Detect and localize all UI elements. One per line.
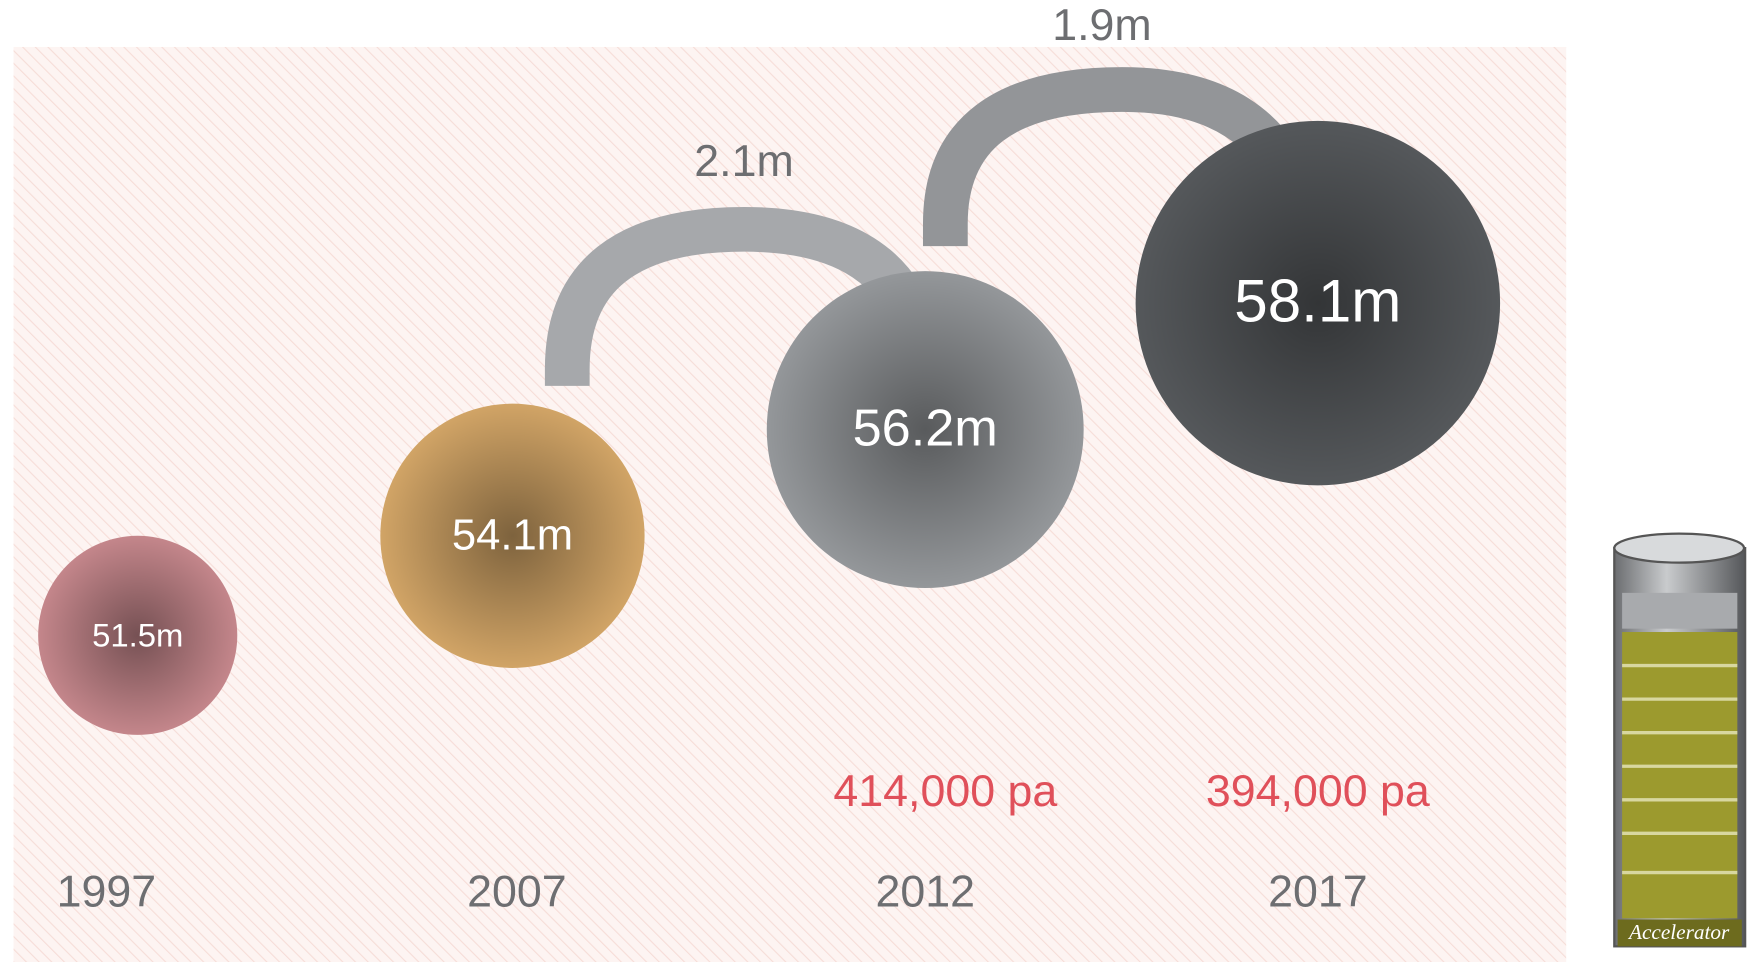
x-tick-label: 2017 [1268, 867, 1368, 917]
icon-label: Accelerator [1627, 920, 1730, 944]
bubble-shade [766, 271, 1084, 588]
x-tick-label: 2012 [875, 867, 975, 917]
rate-label: 414,000 pa [833, 766, 1057, 816]
change-label: 1.9m [1052, 0, 1151, 50]
bubble-label: 58.1m [1234, 267, 1401, 334]
bubble-shade [380, 403, 645, 668]
bubble-label: 54.1m [452, 512, 573, 560]
rate-label: 394,000 pa [1206, 766, 1430, 816]
bubble-shade [38, 535, 238, 735]
bubble-label: 56.2m [853, 400, 998, 458]
x-tick-label: 1997 [57, 867, 157, 917]
x-tick-label: 2007 [467, 867, 567, 917]
accelerator-icon: Accelerator [1613, 532, 1747, 948]
change-label: 2.1m [694, 136, 793, 186]
bubble-label: 51.5m [92, 616, 183, 653]
bubble-shade [1135, 120, 1501, 486]
